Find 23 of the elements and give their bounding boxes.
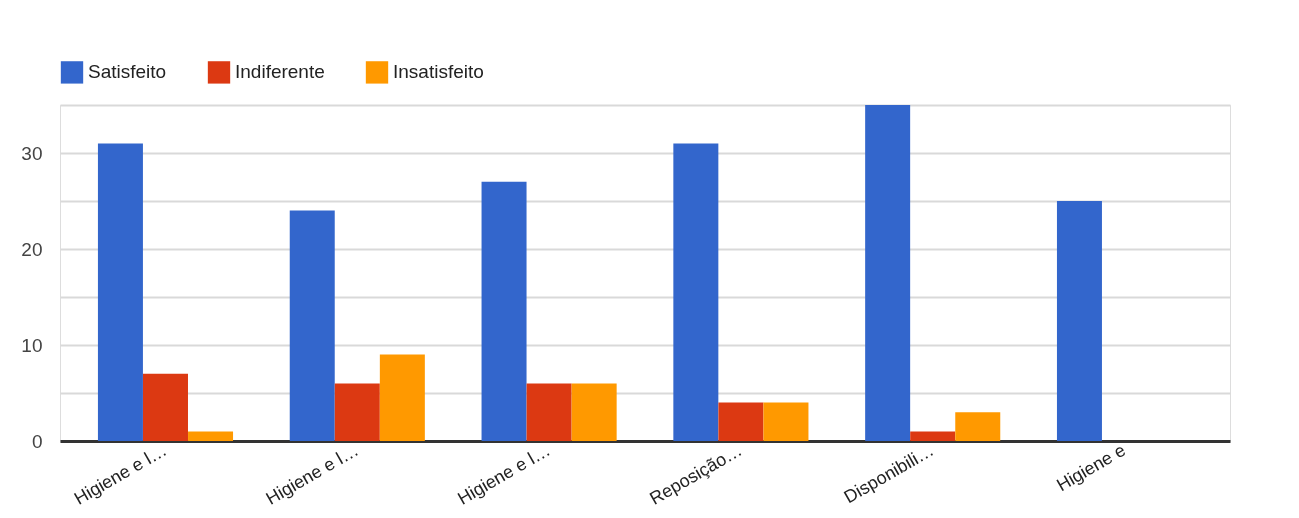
bar bbox=[865, 105, 911, 441]
legend-label: Satisfeito bbox=[88, 61, 167, 83]
bar bbox=[142, 373, 188, 441]
bar bbox=[379, 354, 425, 441]
legend-label: Insatisfeito bbox=[393, 61, 484, 83]
bar bbox=[97, 143, 143, 441]
bar bbox=[289, 210, 335, 441]
bar bbox=[673, 143, 719, 441]
bar bbox=[718, 402, 764, 441]
bar bbox=[910, 431, 956, 441]
y-tick-label: 0 bbox=[31, 430, 43, 452]
y-tick-label: 10 bbox=[21, 334, 43, 356]
bar bbox=[955, 412, 1001, 441]
y-tick-label: 30 bbox=[21, 142, 43, 164]
bar bbox=[188, 431, 234, 441]
legend-label: Indiferente bbox=[235, 61, 325, 83]
bar bbox=[334, 383, 380, 441]
bar bbox=[526, 383, 572, 441]
bar bbox=[763, 402, 809, 441]
y-tick-label: 20 bbox=[21, 238, 43, 260]
bar bbox=[481, 181, 527, 441]
bar bbox=[571, 383, 617, 441]
bar bbox=[1056, 201, 1102, 441]
